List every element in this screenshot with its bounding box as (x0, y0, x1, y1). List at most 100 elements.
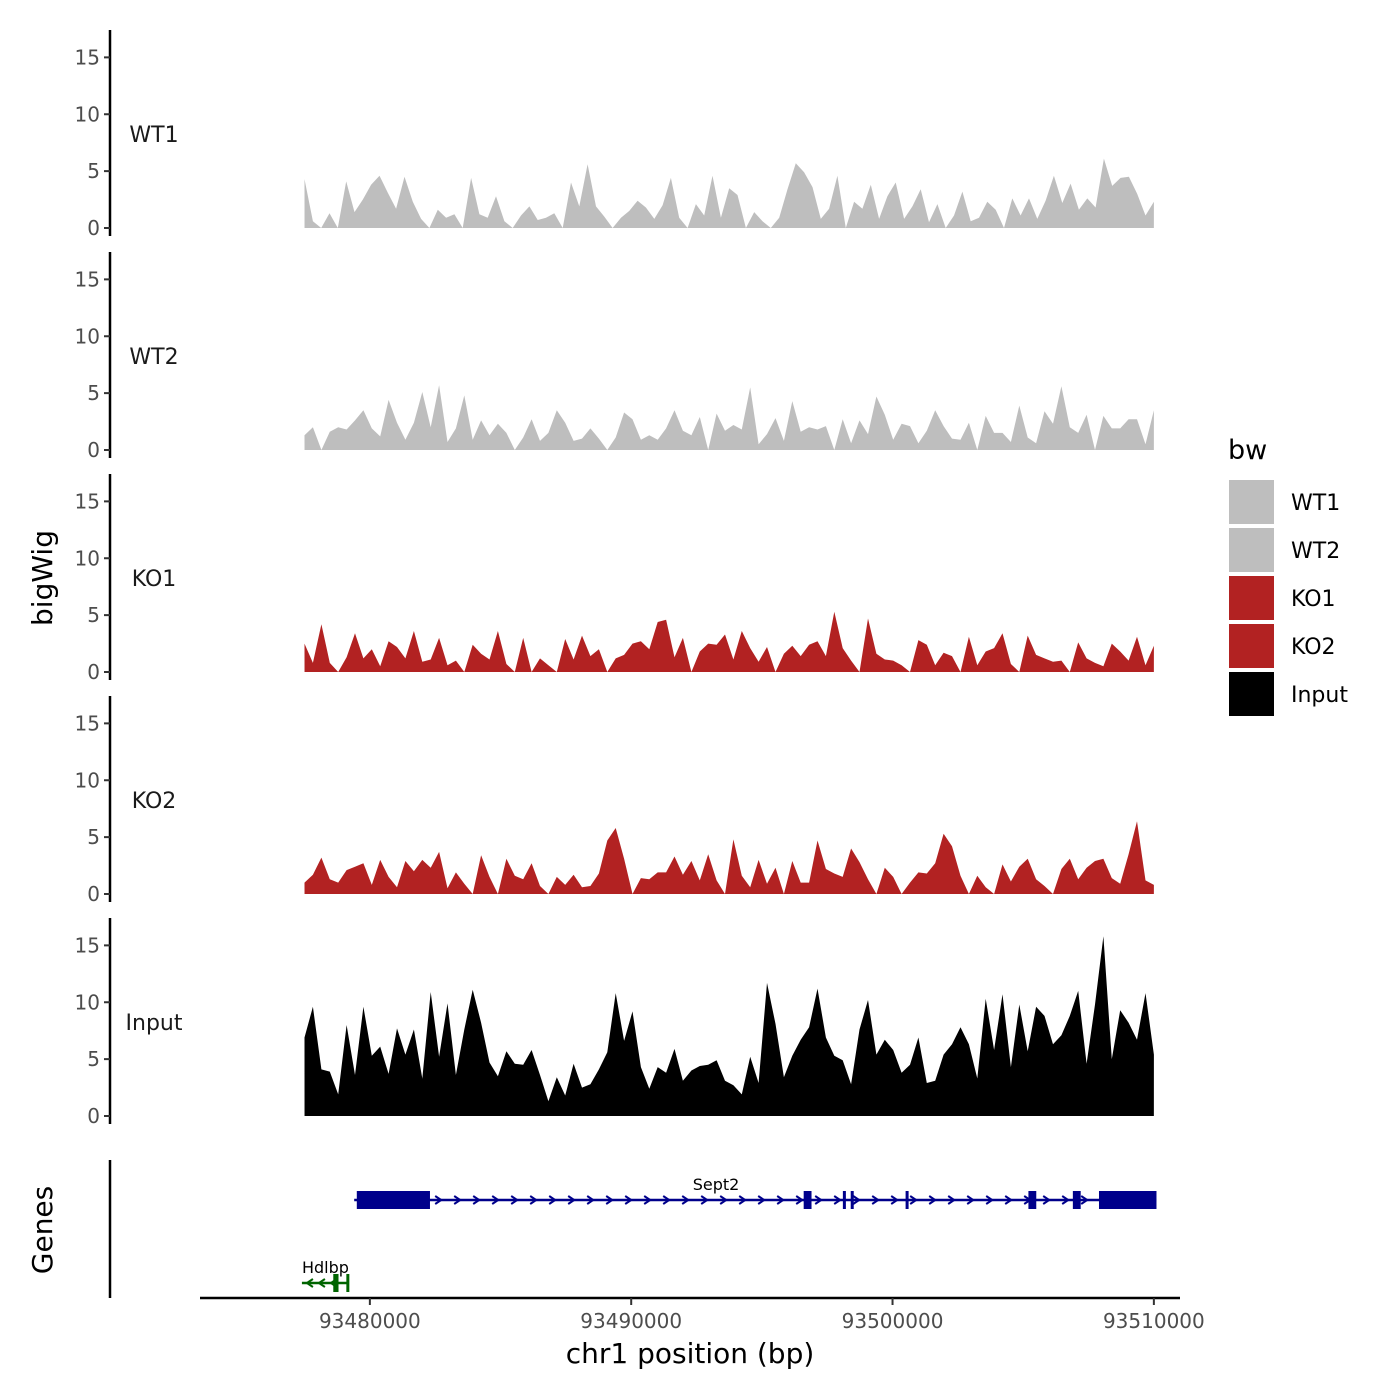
legend-title: bw (1228, 435, 1267, 466)
y-tick-label: 0 (87, 1104, 100, 1128)
signal-area-wt1 (304, 158, 1154, 228)
strand-arrow (947, 1195, 956, 1205)
track-wt2: 0 5 10 15 WT2 (75, 252, 1154, 462)
y-tick-label: 0 (87, 216, 100, 240)
gene-name-label: Hdlbp (302, 1258, 349, 1277)
track-wt1: 0 5 10 15 WT1 (75, 30, 1154, 240)
track-label: KO2 (132, 789, 177, 814)
strand-arrow (317, 1278, 326, 1288)
legend-swatch (1229, 672, 1274, 716)
exon (905, 1191, 909, 1209)
strand-arrow (681, 1195, 690, 1205)
bigwig-tracks: 0 5 10 15 WT1 0 5 10 15 WT2 0 5 10 15 KO1 0 5 10 15 KO2 0 5 10… (75, 30, 1154, 1128)
strand-arrow (662, 1195, 671, 1205)
exon (1028, 1191, 1037, 1209)
legend-label: KO1 (1291, 587, 1336, 612)
gene-name-label: Sept2 (693, 1175, 740, 1194)
y-axis-title-genes: Genes (26, 1186, 59, 1274)
y-tick-label: 15 (75, 267, 100, 291)
track-input: 0 5 10 15 Input (75, 918, 1154, 1128)
strand-arrow (909, 1195, 918, 1205)
legend-label: WT2 (1291, 539, 1340, 564)
strand-arrow (1061, 1195, 1070, 1205)
strand-arrow (757, 1195, 766, 1205)
x-tick-label: 93510000 (1103, 1309, 1205, 1333)
strand-arrow (305, 1278, 314, 1288)
strand-arrow (605, 1195, 614, 1205)
strand-arrow (472, 1195, 481, 1205)
y-tick-label: 15 (75, 711, 100, 735)
legend-label: Input (1291, 683, 1348, 708)
y-tick-label: 10 (75, 768, 100, 792)
strand-arrow (833, 1195, 842, 1205)
exon (346, 1274, 350, 1292)
strand-arrow (624, 1195, 633, 1205)
strand-arrow (567, 1195, 576, 1205)
exon (333, 1274, 339, 1292)
exon (842, 1191, 846, 1209)
legend-item-wt1: WT1 (1229, 480, 1340, 524)
strand-arrow (453, 1195, 462, 1205)
legend-swatch (1229, 576, 1274, 620)
strand-arrow (1004, 1195, 1013, 1205)
legend-swatch (1229, 624, 1274, 668)
strand-arrow (510, 1195, 519, 1205)
y-tick-label: 15 (75, 45, 100, 69)
legend-swatch (1229, 528, 1274, 572)
legend-swatch (1229, 480, 1274, 524)
exon (1098, 1191, 1157, 1209)
y-tick-label: 0 (87, 882, 100, 906)
signal-area-ko1 (304, 611, 1154, 672)
legend-item-wt2: WT2 (1229, 528, 1340, 572)
strand-arrow (871, 1195, 880, 1205)
strand-arrow (548, 1195, 557, 1205)
strand-arrow (1042, 1195, 1051, 1205)
x-tick-label: 93500000 (842, 1309, 944, 1333)
y-tick-label: 5 (87, 159, 100, 183)
y-tick-label: 10 (75, 324, 100, 348)
gene-track: Sept2 Hdlbp (108, 1160, 1157, 1298)
strand-arrow (985, 1195, 994, 1205)
strand-arrow (966, 1195, 975, 1205)
y-tick-label: 10 (75, 990, 100, 1014)
gene-hdlbp: Hdlbp (301, 1258, 350, 1292)
exon (1072, 1191, 1081, 1209)
legend-label: WT1 (1291, 491, 1340, 516)
strand-arrow (776, 1195, 785, 1205)
strand-arrow (643, 1195, 652, 1205)
strand-arrow (1080, 1195, 1089, 1205)
x-axis: 93480000 93490000 93500000 93510000 (200, 1296, 1205, 1333)
strand-arrow (491, 1195, 500, 1205)
signal-area-wt2 (304, 385, 1154, 450)
y-tick-label: 10 (75, 546, 100, 570)
exon (356, 1191, 430, 1209)
track-label: WT2 (129, 345, 178, 370)
legend-item-ko2: KO2 (1229, 624, 1336, 668)
legend-label: KO2 (1291, 635, 1336, 660)
y-tick-label: 0 (87, 438, 100, 462)
y-tick-label: 15 (75, 489, 100, 513)
strand-arrow (434, 1195, 443, 1205)
strand-arrow (795, 1195, 804, 1205)
legend: bw WT1 WT2 KO1 KO2 Input (1228, 435, 1348, 716)
y-tick-label: 5 (87, 1047, 100, 1071)
strand-arrow (852, 1195, 861, 1205)
exon (850, 1191, 854, 1209)
track-ko2: 0 5 10 15 KO2 (75, 696, 1154, 906)
strand-arrow (928, 1195, 937, 1205)
strand-arrow (529, 1195, 538, 1205)
x-tick-label: 93480000 (319, 1309, 421, 1333)
y-tick-label: 15 (75, 933, 100, 957)
legend-item-input: Input (1229, 672, 1348, 716)
y-tick-label: 5 (87, 825, 100, 849)
strand-arrow (890, 1195, 899, 1205)
x-tick-label: 93490000 (580, 1309, 682, 1333)
track-label: WT1 (129, 123, 178, 148)
signal-area-ko2 (304, 821, 1154, 894)
y-tick-label: 10 (75, 102, 100, 126)
y-tick-label: 0 (87, 660, 100, 684)
track-ko1: 0 5 10 15 KO1 (75, 474, 1154, 684)
track-label: KO1 (132, 567, 177, 592)
strand-arrow (719, 1195, 728, 1205)
strand-arrow (738, 1195, 747, 1205)
